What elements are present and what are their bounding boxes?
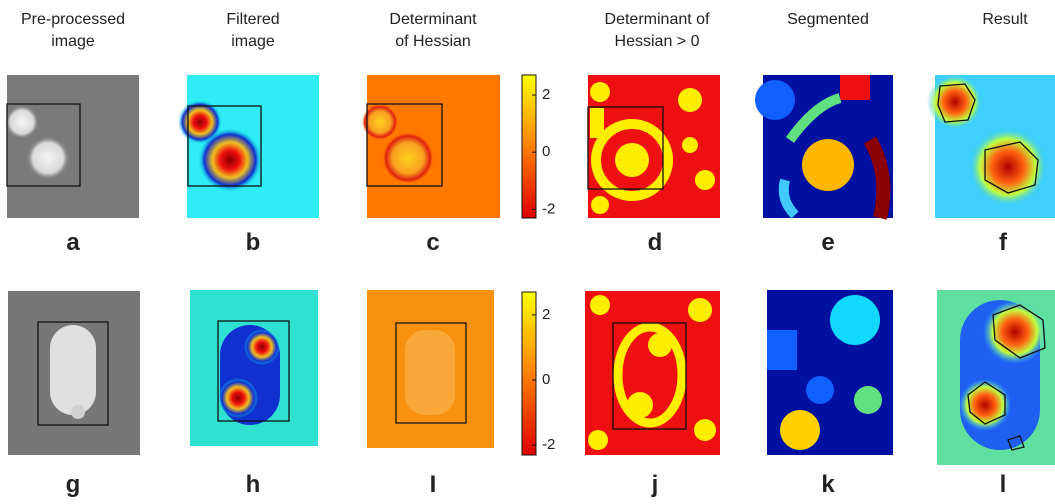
image-j [585,291,720,455]
panel-letter: e [821,229,834,256]
panel-letter: j [651,471,659,498]
image-b [178,75,319,218]
panel-letter: a [66,229,80,256]
colorbar [522,75,536,218]
panel-letter: l [1000,471,1007,498]
image-l [937,290,1055,465]
image-k [767,290,893,455]
figure: Pre-processed image Filtered image Deter… [0,0,1055,499]
image-g [8,291,140,455]
panel-letter: I [430,471,437,498]
header: image [51,33,95,50]
colorbar-tick-label: 0 [542,371,550,388]
header: Determinant of [605,11,710,28]
image-d [588,75,720,218]
colorbar-tick-label: 2 [542,86,550,103]
colorbar-tick-label: 2 [542,306,550,323]
colorbar-tick-label: -2 [542,200,555,217]
header: Filtered [226,11,279,28]
header: Pre-processed [21,11,125,28]
panel-letter: c [426,229,439,256]
panel-letter: d [648,229,663,256]
colorbar-tick-label: 0 [542,143,550,160]
panel-letter: h [246,471,261,498]
panel-letter: b [246,229,261,256]
colorbar-tick-label: -2 [542,436,555,453]
header: Segmented [787,11,869,28]
image-h [190,290,318,446]
header: of Hessian [395,33,471,50]
panel-letter: g [66,471,81,498]
header: Determinant [389,11,477,28]
header: image [231,33,275,50]
header: Result [982,11,1028,28]
image-i [367,290,494,448]
header: Hessian > 0 [615,33,700,50]
image-a [5,75,139,218]
panel-letter: f [999,229,1008,256]
image-e [755,75,893,218]
panel-letter: k [821,471,835,498]
image-c [362,75,500,218]
colorbar [522,292,536,455]
column-headers: Pre-processed image Filtered image Deter… [21,11,1028,50]
image-f [927,74,1055,218]
